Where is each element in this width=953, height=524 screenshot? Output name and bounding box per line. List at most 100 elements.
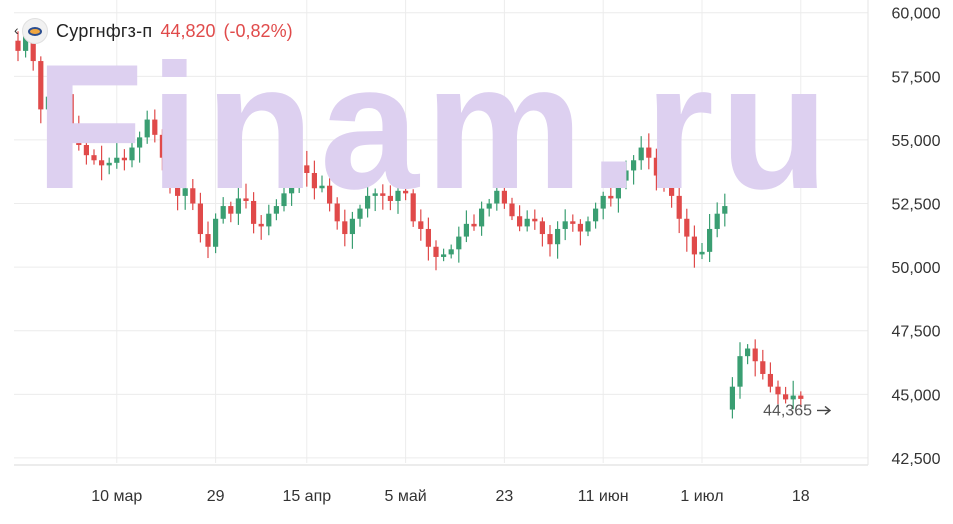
candle-body: [114, 157, 120, 163]
candle-body: [638, 147, 644, 161]
price-change: (-0,82%): [223, 20, 293, 41]
candle-body: [213, 218, 219, 247]
candle-body: [737, 356, 743, 387]
y-tick-label: 52,500: [892, 197, 941, 214]
candle-body: [137, 137, 143, 148]
candle-body: [357, 208, 363, 219]
candle-body: [631, 160, 637, 171]
candle-body: [159, 134, 165, 158]
candle-body: [456, 236, 462, 250]
candle-body: [623, 170, 629, 181]
candle-body: [175, 185, 181, 196]
candle-body: [509, 203, 515, 217]
x-tick-label: 18: [792, 488, 810, 505]
candle-body: [524, 218, 530, 227]
candle-body: [235, 198, 241, 214]
candle-body: [30, 33, 36, 62]
candle-body: [479, 208, 485, 227]
chart-header: Сургнфгз-п 44,820 (-0,82%): [22, 18, 293, 44]
candle-body: [615, 180, 621, 199]
candle-body: [266, 213, 272, 227]
y-tick-label: 57,500: [892, 69, 941, 86]
candle-body: [76, 127, 82, 146]
candle-body: [555, 228, 561, 245]
last-price: 44,820: [160, 20, 216, 41]
candle-body: [38, 61, 44, 110]
candle-body: [68, 94, 74, 128]
candle-body: [775, 386, 781, 395]
candle-body: [577, 223, 583, 232]
ticker-name[interactable]: Сургнфгз-п: [56, 20, 153, 41]
candle-body: [691, 236, 697, 255]
candles-layer: [15, 24, 804, 419]
candle-body: [349, 218, 355, 235]
candle-body: [365, 195, 371, 209]
candle-body: [676, 195, 682, 219]
candle-body: [220, 206, 226, 219]
candle-body: [699, 251, 705, 255]
candle-body: [387, 195, 393, 201]
candle-body: [327, 185, 333, 204]
candle-body: [53, 89, 59, 97]
candle-body: [121, 157, 127, 161]
back-chevron-icon[interactable]: ‹: [14, 22, 19, 38]
candle-body: [45, 96, 51, 110]
candle-body: [790, 395, 796, 400]
candle-body: [669, 183, 675, 196]
candle-body: [707, 228, 713, 252]
x-tick-label: 11 июн: [578, 488, 629, 505]
candle-body: [144, 119, 150, 138]
candle-body: [722, 206, 728, 214]
candle-body: [539, 221, 545, 235]
watermark-text: Finam.ru: [35, 27, 835, 226]
candle-body: [585, 221, 591, 232]
candle-body: [653, 157, 659, 176]
candle-body: [342, 221, 348, 235]
candle-body: [783, 394, 789, 400]
candle-body: [433, 246, 439, 257]
candle-body: [197, 203, 203, 235]
candle-body: [99, 160, 105, 166]
candle-body: [311, 172, 317, 189]
candle-body: [767, 373, 773, 387]
candle-body: [745, 348, 751, 357]
y-tick-label: 55,000: [892, 133, 941, 150]
candle-body: [494, 190, 500, 204]
candle-body: [273, 206, 279, 214]
candle-body: [471, 223, 477, 227]
candle-body: [205, 234, 211, 247]
candle-body: [425, 228, 431, 247]
candle-body: [593, 208, 599, 222]
candle-body: [129, 147, 135, 161]
candle-body: [304, 165, 310, 173]
candle-body: [752, 348, 758, 362]
candle-body: [289, 178, 295, 194]
y-tick-label: 60,000: [892, 6, 941, 23]
candle-body: [410, 193, 416, 222]
last-price-marker: 44,365: [763, 402, 832, 419]
candle-body: [646, 147, 652, 158]
candle-body: [190, 188, 196, 204]
candle-body: [684, 218, 690, 237]
x-tick-label: 1 июл: [680, 488, 723, 505]
x-tick-label: 29: [207, 488, 225, 505]
x-tick-label: 5 май: [385, 488, 427, 505]
candle-body: [729, 386, 735, 410]
candle-body: [15, 40, 21, 51]
candle-body: [486, 203, 492, 209]
candle-body: [167, 157, 173, 186]
candle-body: [570, 221, 576, 224]
x-tick-label: 23: [496, 488, 514, 505]
candle-body: [463, 223, 469, 237]
candle-body: [23, 33, 29, 51]
y-tick-label: 42,500: [892, 451, 941, 468]
candle-body: [661, 175, 667, 184]
candle-body: [258, 223, 264, 227]
x-axis: 10 мар 29 15 апр 5 май 23 11 июн 1 июл 18: [14, 0, 869, 505]
candle-body: [448, 249, 454, 255]
candle-body: [243, 198, 249, 201]
candle-body: [61, 89, 67, 95]
candle-body: [319, 185, 325, 189]
y-axis: 60,000 57,500 55,000 52,500 50,000 47,500 45,0…: [892, 6, 941, 468]
